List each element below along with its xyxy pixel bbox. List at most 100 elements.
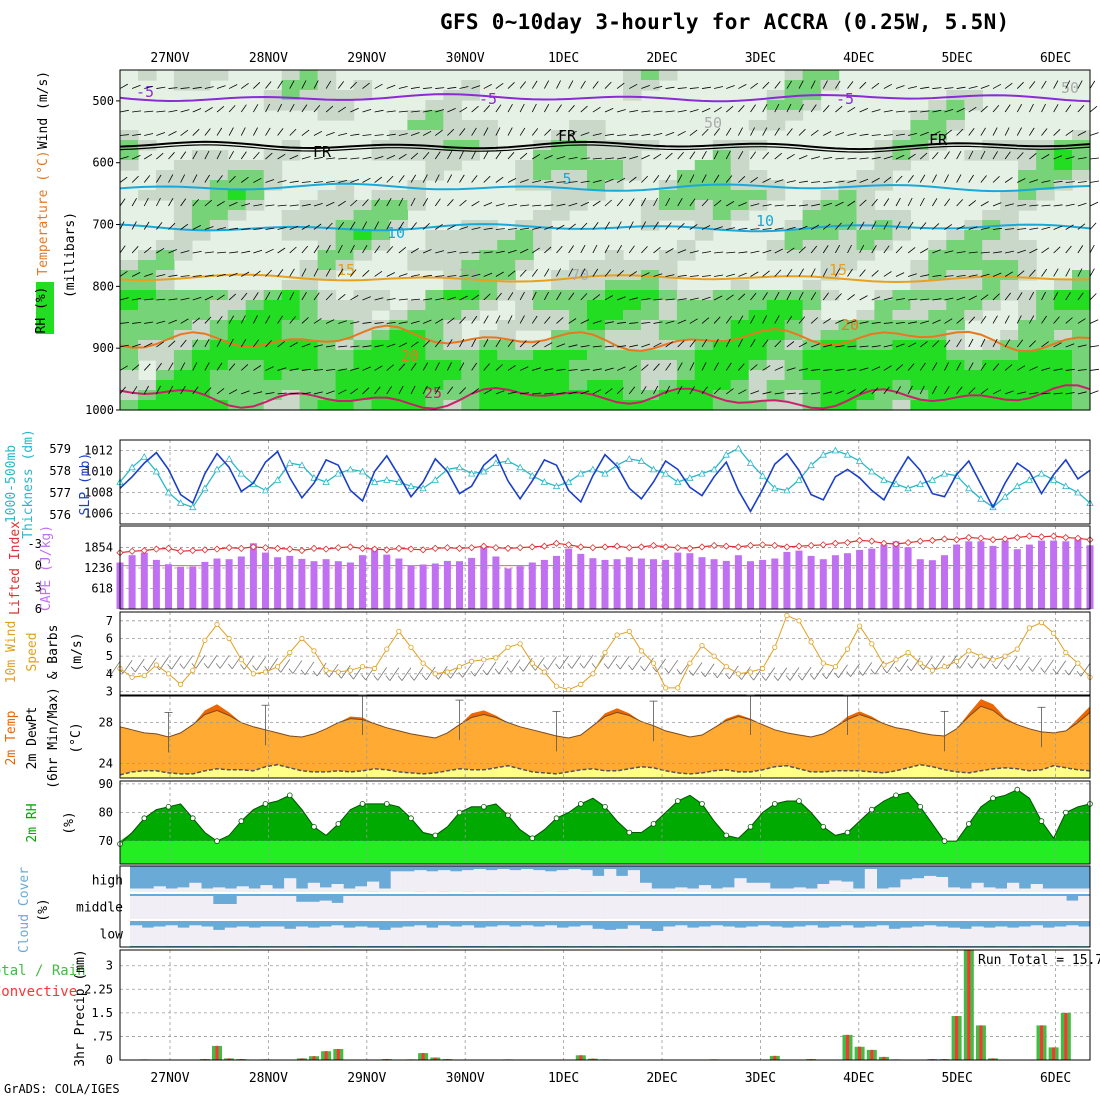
wind-barb: [932, 249, 941, 254]
wind-barb: [919, 174, 926, 183]
cloud-high-gap: [307, 882, 320, 892]
isotherm-25: [119, 384, 1091, 410]
rh-cell: [461, 250, 480, 261]
wind10-point: [408, 644, 414, 650]
wind-barb: [253, 177, 262, 183]
cloud-high-gap: [272, 888, 285, 892]
rh-cell: [443, 330, 462, 341]
rh-cell: [766, 390, 786, 401]
rh-cell: [856, 310, 876, 321]
wind-barb: [301, 317, 309, 324]
slp-line: [119, 450, 1091, 514]
rh-cell: [371, 220, 391, 231]
rh-cell: [191, 320, 211, 331]
wind-barb: [168, 319, 177, 324]
rh-cell: [407, 120, 426, 131]
wind-barb: [1053, 342, 1062, 348]
wind-barb: [653, 298, 663, 301]
rh-cell: [227, 210, 247, 221]
rh-cell: [497, 380, 516, 391]
wind-barb: [641, 386, 647, 395]
wind-barb: [374, 344, 384, 348]
wind-barb: [665, 152, 673, 160]
wind10-barb: [991, 663, 997, 670]
rh-cell: [928, 320, 947, 331]
wind-barb: [144, 110, 154, 113]
rh-cell: [1054, 290, 1073, 301]
wind-barb: [762, 204, 772, 207]
precip-tick: 0: [106, 1053, 113, 1067]
thickness-point: [819, 450, 827, 458]
rh-cell: [964, 360, 983, 371]
wind-barb: [980, 150, 986, 160]
thickness-point: [395, 478, 403, 485]
rh-cell: [461, 240, 480, 251]
wind-barb: [204, 107, 213, 113]
thickness-point: [1049, 476, 1058, 483]
wind-barb: [568, 292, 575, 301]
wind-barb: [725, 127, 732, 136]
wind10-point: [881, 662, 887, 668]
rh-cell: [281, 100, 301, 111]
wind10-barb: [749, 674, 754, 681]
wind-barb: [423, 274, 433, 277]
wind-barb: [386, 386, 392, 395]
rh-cell: [138, 320, 157, 331]
wind-barb: [192, 317, 201, 324]
wind-barb: [398, 221, 405, 230]
wind-barb: [616, 221, 622, 230]
rh-cell: [1000, 200, 1019, 211]
rh2m-tick: 80: [99, 805, 113, 819]
cloud-high-gap: [829, 880, 842, 892]
wind10-barb: [397, 675, 403, 681]
wind-barb: [338, 200, 347, 207]
rh-cell: [353, 290, 373, 301]
wind10-point: [311, 648, 317, 654]
wind-barb: [932, 198, 938, 207]
wind-barb: [1089, 157, 1099, 160]
wind-barb: [883, 322, 893, 324]
wind-barb: [459, 199, 467, 207]
wind-barb: [325, 132, 335, 136]
rh-cell: [712, 340, 732, 351]
rh-cell: [892, 370, 911, 381]
rh-cell: [623, 150, 642, 161]
wind-barb: [750, 176, 759, 183]
cloud-high-gap: [615, 875, 629, 892]
wind-barb: [1016, 127, 1022, 136]
rh-cell: [299, 90, 319, 101]
wind-barb: [228, 202, 238, 207]
cape-bar: [977, 541, 985, 609]
wind-barb: [168, 298, 178, 301]
wind-barb: [847, 368, 857, 371]
wind-barb: [725, 315, 732, 324]
wind-barb: [253, 151, 260, 160]
wind-barb: [507, 204, 517, 207]
rh-cell: [623, 160, 642, 171]
wind-barb: [810, 224, 820, 230]
rh-cell: [766, 380, 786, 391]
rh-cell: [676, 170, 696, 181]
wind-barb: [435, 223, 443, 230]
rh-cell: [587, 310, 606, 321]
cloud-high-gap: [734, 878, 747, 892]
rh-cell: [299, 200, 319, 211]
wind-barb: [1077, 318, 1086, 324]
rh-cell: [533, 340, 552, 351]
rh-cell: [802, 280, 822, 291]
rh-cell: [299, 100, 319, 111]
wind-barb: [798, 180, 808, 183]
li-point: [940, 535, 949, 543]
wind-barb: [556, 268, 562, 277]
thickness-point: [286, 459, 294, 466]
rh-cell: [1072, 270, 1091, 281]
rh-cell: [335, 230, 355, 241]
cloud-low-gap: [307, 927, 320, 946]
wind-barb: [519, 248, 529, 254]
rh-cell: [317, 370, 337, 381]
rh-cell: [605, 360, 624, 371]
wind-barb: [847, 244, 852, 254]
wind-barb: [1004, 271, 1014, 277]
cloud-low-gap: [224, 927, 237, 946]
wind-barb: [216, 127, 223, 136]
